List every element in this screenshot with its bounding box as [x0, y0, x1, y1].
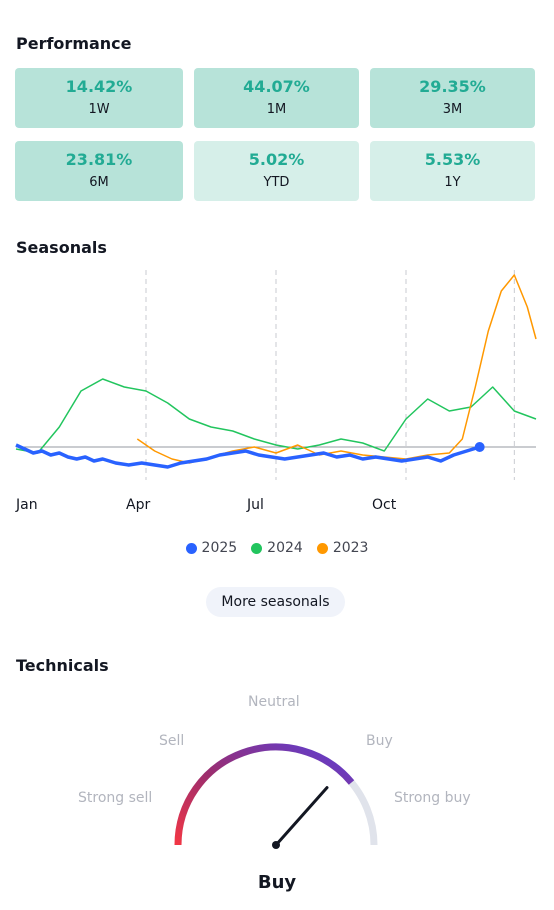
performance-grid: 14.42% 1W 44.07% 1M 29.35% 3M 23.81% 6M … [15, 68, 535, 201]
legend-dot-icon [251, 542, 263, 554]
perf-value: 23.81% [65, 149, 133, 169]
perf-card-1y[interactable]: 5.53% 1Y [370, 141, 535, 201]
legend-item-2023[interactable]: 2023 [316, 540, 369, 556]
performance-title: Performance [16, 34, 132, 53]
perf-card-ytd[interactable]: 5.02% YTD [194, 141, 359, 201]
perf-card-6m[interactable]: 23.81% 6M [15, 141, 183, 201]
technicals-title: Technicals [16, 656, 109, 675]
perf-period: 3M [442, 101, 463, 117]
perf-period: YTD [263, 174, 290, 190]
gauge-needle [274, 786, 329, 847]
x-tick-jan: Jan [16, 497, 38, 513]
perf-value: 44.07% [243, 76, 310, 96]
perf-value: 14.42% [65, 76, 133, 96]
gauge-label-strong-buy: Strong buy [394, 790, 471, 806]
x-tick-apr: Apr [126, 497, 151, 513]
series-line-2023 [136, 274, 537, 464]
gauge-label-buy: Buy [366, 733, 393, 749]
gauge-track [174, 743, 378, 846]
perf-card-3m[interactable]: 29.35% 3M [370, 68, 535, 128]
perf-period: 6M [89, 174, 109, 190]
legend-label: 2024 [267, 540, 303, 556]
legend-label: 2023 [332, 540, 369, 556]
perf-period: 1Y [444, 174, 461, 190]
series-line-2025 [15, 443, 481, 469]
chart-legend: 2025 2024 2023 [0, 540, 554, 556]
perf-card-1w[interactable]: 14.42% 1W [15, 68, 183, 128]
perf-value: 5.02% [248, 149, 305, 169]
perf-card-1m[interactable]: 44.07% 1M [194, 68, 359, 128]
seasonals-chart [15, 270, 537, 480]
legend-item-2025[interactable]: 2025 [185, 540, 238, 556]
gauge-pivot [272, 841, 280, 849]
gauge-label-sell: Sell [159, 733, 185, 749]
seasonals-title: Seasonals [16, 238, 107, 257]
perf-period: 1M [266, 101, 287, 117]
legend-dot-icon [316, 542, 328, 554]
perf-value: 5.53% [424, 149, 481, 169]
perf-value: 29.35% [419, 76, 486, 96]
gauge-label-neutral: Neutral [248, 694, 300, 710]
legend-label: 2025 [201, 540, 238, 556]
series-line-2024 [15, 378, 537, 454]
legend-dot-icon [185, 542, 197, 554]
series-endpoint-2025 [474, 442, 485, 452]
technicals-gauge [174, 743, 378, 849]
x-tick-jul: Jul [247, 497, 264, 513]
perf-period: 1W [88, 101, 110, 117]
more-seasonals-button[interactable]: More seasonals [206, 587, 345, 617]
gauge-fill [174, 743, 355, 846]
gauge-label-strong-sell: Strong sell [78, 790, 153, 806]
x-tick-oct: Oct [372, 497, 397, 513]
legend-item-2024[interactable]: 2024 [251, 540, 303, 556]
technicals-result: Buy [257, 872, 297, 893]
